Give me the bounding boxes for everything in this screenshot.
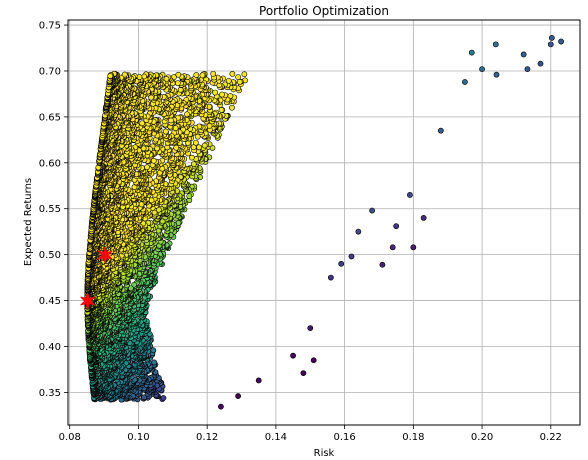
- portfolio-point: [338, 260, 345, 267]
- portfolio-point: [210, 70, 217, 77]
- portfolio-point: [389, 244, 396, 251]
- portfolio-point: [193, 72, 200, 78]
- portfolio-point: [172, 125, 179, 132]
- portfolio-point: [141, 394, 148, 401]
- portfolio-point: [139, 120, 146, 127]
- portfolio-point: [199, 72, 206, 79]
- portfolio-point: [219, 91, 225, 98]
- portfolio-point: [548, 35, 555, 41]
- portfolio-point: [407, 192, 413, 198]
- portfolio-point: [218, 107, 225, 113]
- data-points: [84, 35, 564, 410]
- portfolio-point: [236, 78, 243, 85]
- portfolio-point: [492, 41, 499, 48]
- portfolio-point: [192, 139, 199, 146]
- portfolio-point: [479, 66, 485, 73]
- portfolio-point: [461, 79, 468, 85]
- portfolio-point: [558, 38, 564, 45]
- portfolio-point: [379, 261, 386, 268]
- portfolio-point: [162, 128, 169, 135]
- portfolio-point: [348, 253, 355, 260]
- chart-title: Portfolio Optimization: [259, 4, 389, 18]
- portfolio-point: [168, 117, 174, 124]
- portfolio-point: [327, 274, 334, 281]
- portfolio-point: [173, 144, 180, 151]
- portfolio-point: [138, 201, 145, 208]
- portfolio-point: [290, 352, 296, 359]
- portfolio-point: [255, 377, 262, 384]
- portfolio-point: [188, 154, 195, 161]
- portfolio-point: [437, 127, 444, 134]
- portfolio-point: [201, 142, 208, 149]
- portfolio-point: [355, 228, 362, 235]
- portfolio-point: [194, 133, 201, 140]
- portfolio-point: [212, 89, 218, 96]
- portfolio-point: [160, 395, 167, 401]
- portfolio-point: [410, 244, 417, 251]
- portfolio-point: [307, 325, 314, 332]
- portfolio-point: [420, 215, 427, 221]
- portfolio-point: [393, 223, 400, 230]
- portfolio-point: [229, 71, 236, 77]
- portfolio-point: [184, 111, 190, 118]
- portfolio-point: [493, 71, 500, 78]
- portfolio-point: [524, 66, 531, 73]
- portfolio-point: [369, 207, 376, 214]
- portfolio-point: [196, 144, 202, 151]
- portfolio-point: [186, 193, 193, 200]
- portfolio-point: [520, 51, 527, 58]
- portfolio-point: [218, 403, 224, 410]
- portfolio-point: [300, 370, 307, 377]
- portfolio-point: [310, 357, 317, 364]
- portfolio-point: [241, 71, 248, 78]
- portfolio-point: [468, 49, 475, 56]
- portfolio-point: [235, 393, 241, 399]
- portfolio-point: [151, 359, 158, 366]
- portfolio-point: [547, 41, 554, 48]
- portfolio-point: [229, 104, 235, 111]
- portfolio-point: [235, 74, 242, 81]
- portfolio-point: [537, 60, 544, 67]
